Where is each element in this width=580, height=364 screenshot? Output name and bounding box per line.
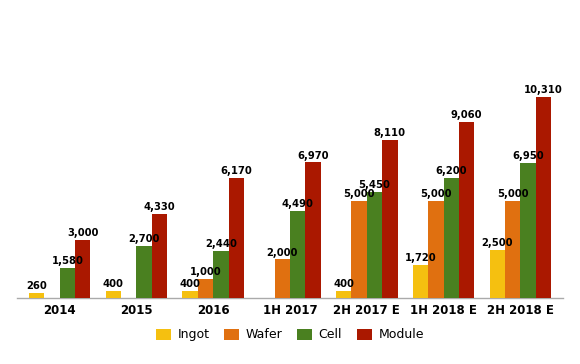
Bar [382,140,397,298]
Bar [106,291,121,298]
Text: 400: 400 [334,279,354,289]
Text: 6,950: 6,950 [512,151,544,161]
Text: 5,000: 5,000 [497,189,528,199]
Text: 8,110: 8,110 [374,128,406,138]
Text: 1,720: 1,720 [405,253,436,263]
Bar [60,268,75,298]
Bar [29,293,44,298]
Text: 6,970: 6,970 [298,151,329,161]
Bar [198,279,213,298]
Bar [459,122,474,298]
Text: 9,060: 9,060 [451,110,483,120]
Text: 400: 400 [180,279,201,289]
Bar [490,250,505,298]
Bar [290,211,305,298]
Bar [213,251,229,298]
Bar [413,265,428,298]
Text: 4,330: 4,330 [144,202,175,212]
Bar [75,240,90,298]
Text: 1,000: 1,000 [190,267,222,277]
Text: 6,170: 6,170 [220,166,252,176]
Text: 260: 260 [26,281,47,292]
Bar [152,214,167,298]
Bar [367,192,382,298]
Bar [336,291,351,298]
Bar [444,178,459,298]
Bar [520,163,536,298]
Bar [183,291,198,298]
Text: 6,200: 6,200 [436,166,467,175]
Bar [428,201,444,298]
Text: 5,000: 5,000 [420,189,452,199]
Text: 3,000: 3,000 [67,228,99,238]
Text: 2,000: 2,000 [267,248,298,257]
Text: 5,000: 5,000 [343,189,375,199]
Text: Manufacturing Capacity - MW: Manufacturing Capacity - MW [116,17,464,37]
Bar [136,246,152,298]
Bar [536,97,551,298]
Bar [275,260,290,298]
Text: 2,700: 2,700 [128,234,160,244]
Bar [305,162,321,298]
Text: 5,450: 5,450 [358,180,390,190]
Text: 1,580: 1,580 [52,256,84,266]
Text: 10,310: 10,310 [524,86,563,95]
Text: 400: 400 [103,279,124,289]
Text: 2,500: 2,500 [481,238,513,248]
Bar [505,201,520,298]
Bar [351,201,367,298]
Legend: Ingot, Wafer, Cell, Module: Ingot, Wafer, Cell, Module [151,323,429,347]
Bar [229,178,244,298]
Text: 4,490: 4,490 [282,199,314,209]
Text: 2,440: 2,440 [205,239,237,249]
